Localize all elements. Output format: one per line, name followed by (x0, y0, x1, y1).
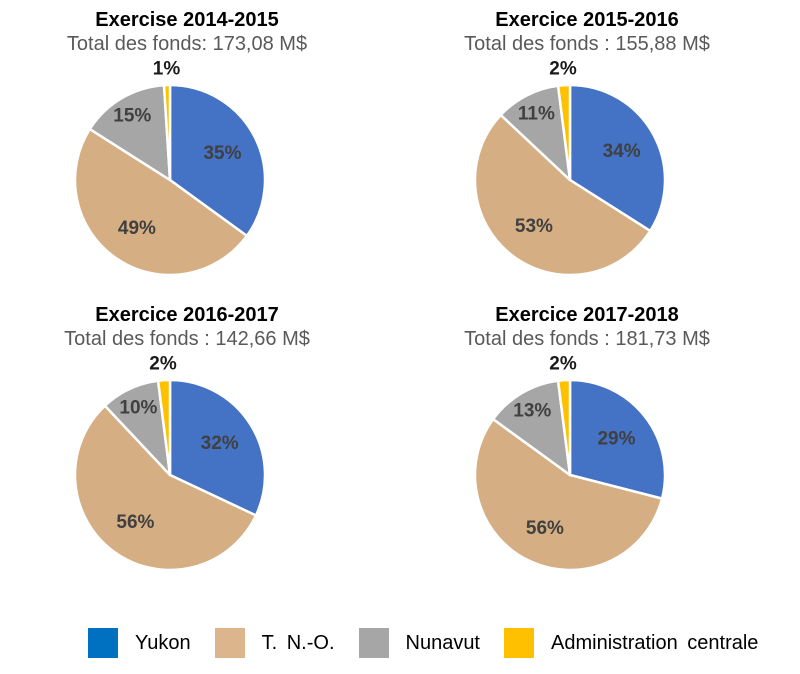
legend-swatch-nunavut (358, 628, 389, 658)
legend-item-administration-centrale: Administration centrale (504, 628, 758, 658)
slice-label-nunavut: 13% (513, 401, 551, 422)
pie-slice-yukon (168, 378, 267, 517)
pie-slice-administration-centrale (162, 83, 172, 182)
chart-2016-2017: Exercice 2016-2017 Total des fonds : 142… (0, 295, 400, 625)
pie-slice-nunavut (491, 379, 572, 477)
slice-label-t-n-o: 49% (118, 218, 156, 239)
slice-label-yukon: 29% (597, 428, 635, 449)
slice-label-t-n-o: 56% (526, 518, 564, 539)
slice-label-nunavut: 10% (119, 398, 157, 419)
pie-charts-grid: Exercise 2014-2015 Total des fonds: 173,… (0, 0, 800, 625)
slice-label-yukon: 34% (603, 141, 641, 162)
legend-label-yukon: Yukon (135, 631, 191, 654)
slice-label-administration-centrale: 2% (549, 354, 577, 375)
pie-2015-2016: 34% 53% 11% 2% (473, 59, 667, 277)
pie-slice-yukon (168, 83, 267, 238)
slice-label-yukon: 32% (201, 433, 239, 454)
chart-2015-2016: Exercice 2015-2016 Total des fonds : 155… (400, 0, 800, 295)
slice-label-t-n-o: 53% (515, 216, 553, 237)
legend-item-t-n-o: T. N.-O. (214, 628, 335, 658)
legend-label-administration-centrale: Administration centrale (551, 631, 759, 654)
pie-slice-t-n-o (73, 127, 249, 277)
pie-slice-nunavut (88, 83, 172, 182)
slice-label-t-n-o: 56% (116, 512, 154, 533)
slice-label-nunavut: 11% (518, 104, 555, 125)
slice-label-yukon: 35% (203, 143, 241, 164)
legend-swatch-t-n-o (214, 628, 245, 658)
chart-title: Exercice 2017-2018 (495, 304, 679, 326)
pie-slice-yukon (568, 378, 667, 500)
chart-2014-2015: Exercise 2014-2015 Total des fonds: 173,… (0, 0, 400, 295)
chart-title: Exercise 2014-2015 (95, 9, 279, 31)
pie-slice-t-n-o (73, 404, 258, 572)
pie-2016-2017: 32% 56% 10% 2% (73, 354, 267, 572)
pie-slice-administration-centrale (156, 378, 172, 477)
slice-label-nunavut: 15% (113, 106, 151, 127)
pie-slice-administration-centrale (556, 378, 572, 477)
pie-slice-t-n-o (473, 113, 652, 277)
chart-subtitle-total-funds: Total des fonds : 155,88 M$ (464, 33, 710, 55)
legend-item-nunavut: Nunavut (358, 628, 481, 658)
pie-2014-2015: 35% 49% 15% 1% (73, 59, 267, 277)
pie-slice-t-n-o (473, 417, 664, 572)
chart-title: Exercice 2016-2017 (95, 304, 279, 326)
chart-subtitle-total-funds: Total des fonds : 181,73 M$ (464, 328, 710, 350)
legend-swatch-administration-centrale (504, 628, 534, 658)
chart-subtitle-total-funds: Total des fonds : 142,66 M$ (64, 328, 310, 350)
legend-item-yukon: Yukon (88, 628, 191, 658)
legend-label-t-n-o: T. N.-O. (261, 631, 335, 654)
slice-label-administration-centrale: 2% (549, 59, 577, 80)
legend-swatch-yukon (88, 628, 118, 658)
chart-2017-2018: Exercice 2017-2018 Total des fonds : 181… (400, 295, 800, 625)
legend-label-nunavut: Nunavut (405, 631, 481, 654)
pie-slice-administration-centrale (556, 83, 572, 182)
chart-legend: Yukon T. N.-O. Nunavut Administration centr… (0, 625, 800, 658)
chart-title: Exercice 2015-2016 (495, 9, 679, 31)
slice-label-administration-centrale: 2% (149, 354, 177, 375)
chart-subtitle-total-funds: Total des fonds: 173,08 M$ (66, 33, 308, 55)
pie-2017-2018: 29% 56% 13% 2% (473, 354, 667, 572)
pie-slice-nunavut (499, 84, 572, 182)
slice-label-administration-centrale: 1% (153, 59, 181, 80)
